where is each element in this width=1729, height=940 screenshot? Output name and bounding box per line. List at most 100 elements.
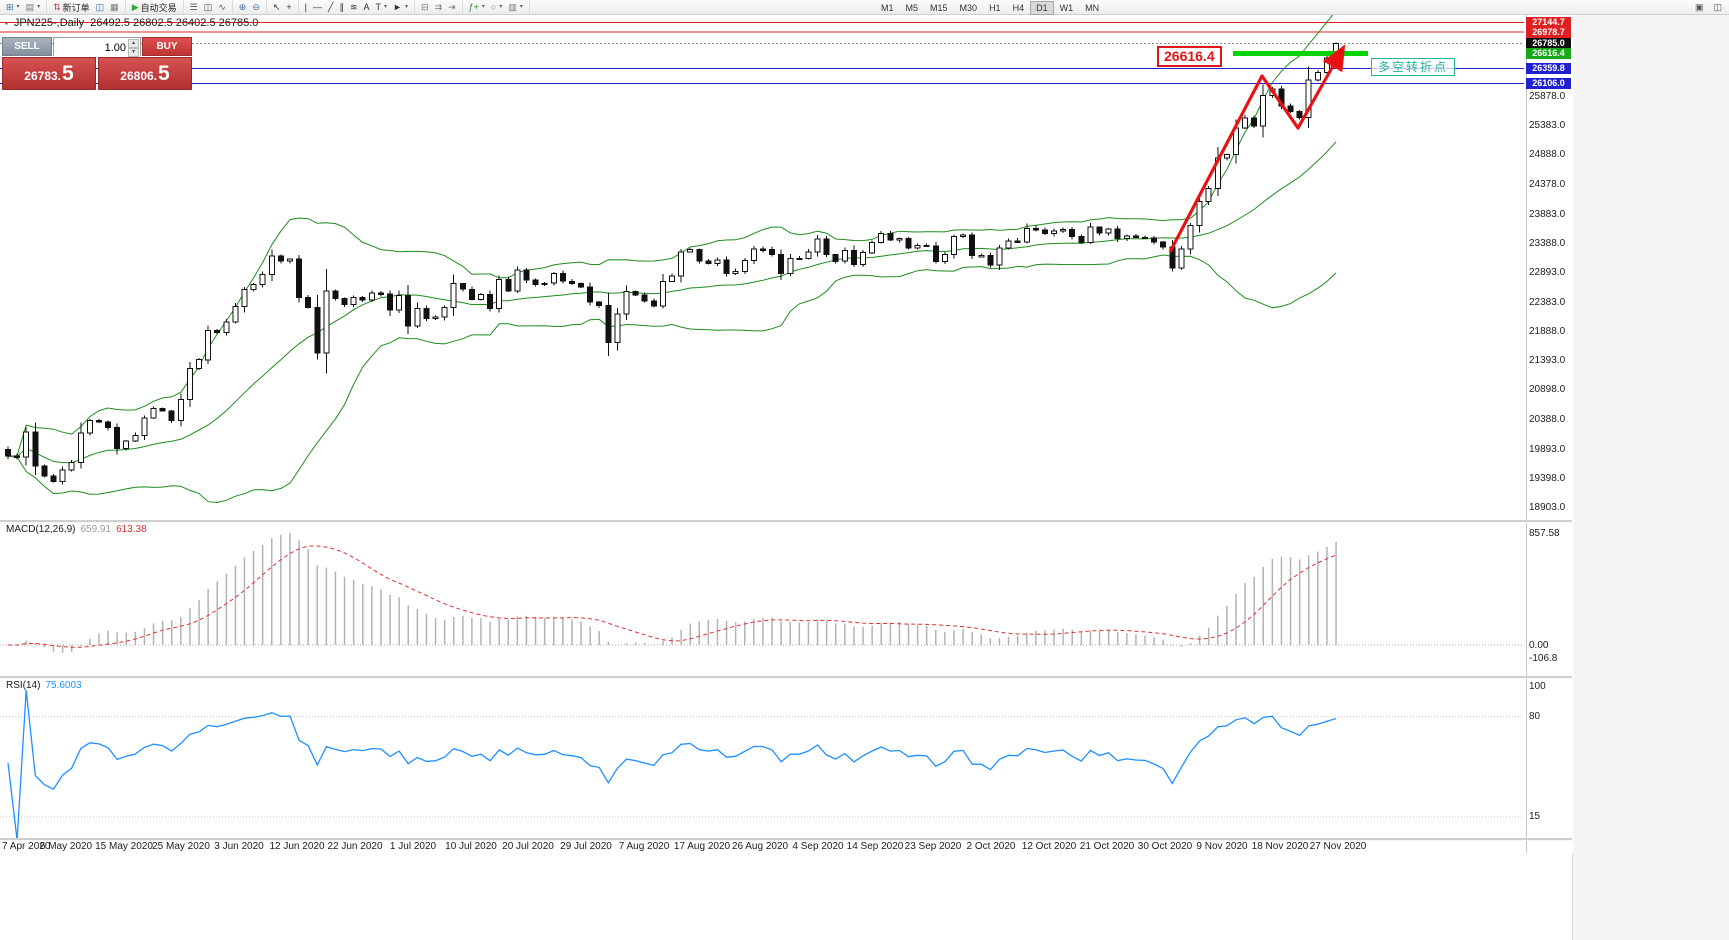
timeframe-toolbar: M1 M5 M15 M30 H1 H4 D1 W1 MN [875, 1, 1105, 15]
turning-point-note[interactable]: 多空转折点 [1371, 58, 1456, 76]
candle-bullish [659, 280, 666, 307]
snapshot-icon[interactable]: ◫ [1713, 2, 1722, 12]
macd-histogram-bar [880, 622, 882, 645]
candle-bullish [59, 469, 66, 483]
auto-scroll-icon[interactable]: ⇉ [434, 2, 443, 12]
macd-histogram-bar [1198, 635, 1201, 645]
chart-window-icon[interactable]: ◫ [95, 2, 105, 12]
candle-bullish [268, 255, 275, 276]
new-order-button[interactable]: ⇅ 新订单 [50, 1, 93, 13]
macd-histogram-bar [152, 623, 155, 645]
sell-price-button[interactable]: 26783. 5 [2, 57, 96, 90]
macd-histogram-bar [234, 566, 237, 645]
candle-bearish [41, 465, 48, 477]
price-axis[interactable] [1526, 14, 1573, 853]
macd-histogram-bar [1071, 629, 1073, 645]
bar-chart-icon[interactable]: ☰ [189, 2, 198, 12]
macd-histogram-bar [625, 643, 628, 645]
macd-histogram-bar [1308, 555, 1310, 645]
timeframe-m15-button[interactable]: M15 [930, 3, 948, 13]
macd-axis-label: -106.8 [1529, 653, 1558, 664]
buy-button[interactable]: BUY [142, 37, 192, 56]
candlestick-chart-icon[interactable]: ◫ [203, 2, 213, 12]
print-icon[interactable]: ▣ [1694, 2, 1704, 12]
timeframe-h1-button[interactable]: H1 [989, 3, 1001, 13]
sell-price-main: 26783. [24, 69, 61, 83]
fibonacci-icon[interactable]: ≋ [349, 2, 358, 12]
macd-histogram-bar [607, 641, 610, 645]
toolbar-group: | — ╱ ∥ ≋ A T ▾ ► ▾ [299, 0, 415, 14]
candle-bearish [696, 249, 703, 262]
autotrading-button[interactable]: ▶ 自动交易 [129, 1, 180, 13]
chart-canvas[interactable] [0, 0, 1572, 940]
timeframe-m30-button[interactable]: M30 [959, 3, 978, 13]
price-axis-label: 25383.0 [1529, 120, 1566, 131]
timeframe-m5-button[interactable]: M5 [905, 3, 919, 13]
candle-bearish [96, 419, 102, 423]
rsi-panel-splitter[interactable] [0, 676, 1572, 679]
macd-histogram-bar [689, 623, 691, 645]
arrows-tool-icon[interactable]: ► ▾ [393, 2, 408, 12]
timeframe-w1-button[interactable]: W1 [1059, 3, 1074, 13]
macd-panel-splitter[interactable] [0, 520, 1572, 523]
line-chart-icon[interactable]: ∿ [218, 2, 226, 12]
date-axis-label: 23 Sep 2020 [904, 841, 962, 852]
toolbar-group: ☰ ◫ ∿ [184, 0, 233, 14]
timeframe-mn-button[interactable]: MN [1085, 3, 1100, 13]
equidistant-channel-icon[interactable]: ∥ [339, 2, 344, 12]
price-axis-badge: 26106.0 [1526, 78, 1571, 89]
price-axis-badge: 27144.7 [1526, 17, 1571, 28]
candle-bearish [505, 278, 512, 292]
candle-bullish [941, 254, 948, 263]
candle-bearish [1287, 105, 1294, 112]
horizontal-line-icon[interactable]: — [313, 2, 323, 12]
crosshair-icon[interactable]: + [286, 2, 292, 12]
macd-histogram-bar [89, 638, 91, 645]
date-axis-label: 30 Oct 2020 [1137, 841, 1193, 852]
macd-histogram-bar [889, 622, 892, 645]
volume-increase-button[interactable]: ▲ [128, 39, 139, 48]
dropdown-arrow-icon: ▾ [37, 4, 41, 10]
toolbar-group: ⊟ ⇉ ⇥ [415, 0, 463, 14]
sell-button[interactable]: SELL [2, 37, 52, 56]
text-tool-icon[interactable]: A [363, 2, 370, 12]
periods-icon[interactable]: ○ ▾ [490, 2, 503, 12]
candle-bullish [741, 260, 748, 272]
bollinger-middle-line [7, 141, 1337, 464]
zoom-out-icon[interactable]: ⊖ [252, 2, 260, 12]
date-axis-label: 27 Nov 2020 [1309, 841, 1367, 852]
vertical-line-icon[interactable]: | [304, 2, 308, 12]
timeframe-m1-button[interactable]: M1 [881, 3, 894, 13]
macd-main-value: 659.91 [80, 524, 112, 535]
macd-histogram-bar [562, 617, 564, 645]
templates-icon[interactable]: ▥ ▾ [508, 2, 523, 12]
macd-histogram-bar [1280, 556, 1283, 645]
candle-bearish [387, 293, 393, 311]
timeframe-d1-button[interactable]: D1 [1030, 1, 1054, 15]
macd-histogram-bar [998, 638, 1001, 645]
tile-windows-icon[interactable]: ⊟ [420, 2, 429, 12]
new-chart-icon[interactable]: ⊞ ▾ [6, 2, 20, 12]
date-axis-label: 6 May 2020 [39, 841, 93, 852]
profiles-icon[interactable]: ▤ ▾ [25, 2, 41, 12]
text-label-icon[interactable]: T ▾ [375, 2, 388, 12]
macd-histogram-bar [907, 623, 910, 645]
buy-price-button[interactable]: 26806. 5 [98, 57, 192, 90]
timeframe-h4-button[interactable]: H4 [1012, 3, 1025, 13]
cursor-icon[interactable]: ↖ [272, 2, 281, 12]
date-axis-label: 17 Aug 2020 [673, 841, 731, 852]
zoom-in-icon[interactable]: ⊕ [238, 2, 247, 12]
candle-bullish [1005, 240, 1012, 249]
dropdown-arrow-icon: ▾ [384, 4, 388, 10]
trend-arrow[interactable] [1168, 44, 1346, 253]
price-axis-label: 18903.0 [1529, 502, 1566, 513]
candle-bullish [1196, 201, 1203, 227]
chart-shift-icon[interactable]: ⇥ [448, 2, 456, 12]
terminal-panel-icon[interactable]: ▦ [110, 2, 119, 12]
macd-histogram-bar [462, 616, 464, 645]
price-annotation-label[interactable]: 26616.4 [1157, 46, 1222, 67]
trendline-icon[interactable]: ╱ [328, 2, 334, 12]
volume-decrease-button[interactable]: ▼ [128, 48, 139, 57]
indicators-icon[interactable]: ƒ+ ▾ [468, 2, 485, 12]
volume-input[interactable] [54, 39, 140, 57]
